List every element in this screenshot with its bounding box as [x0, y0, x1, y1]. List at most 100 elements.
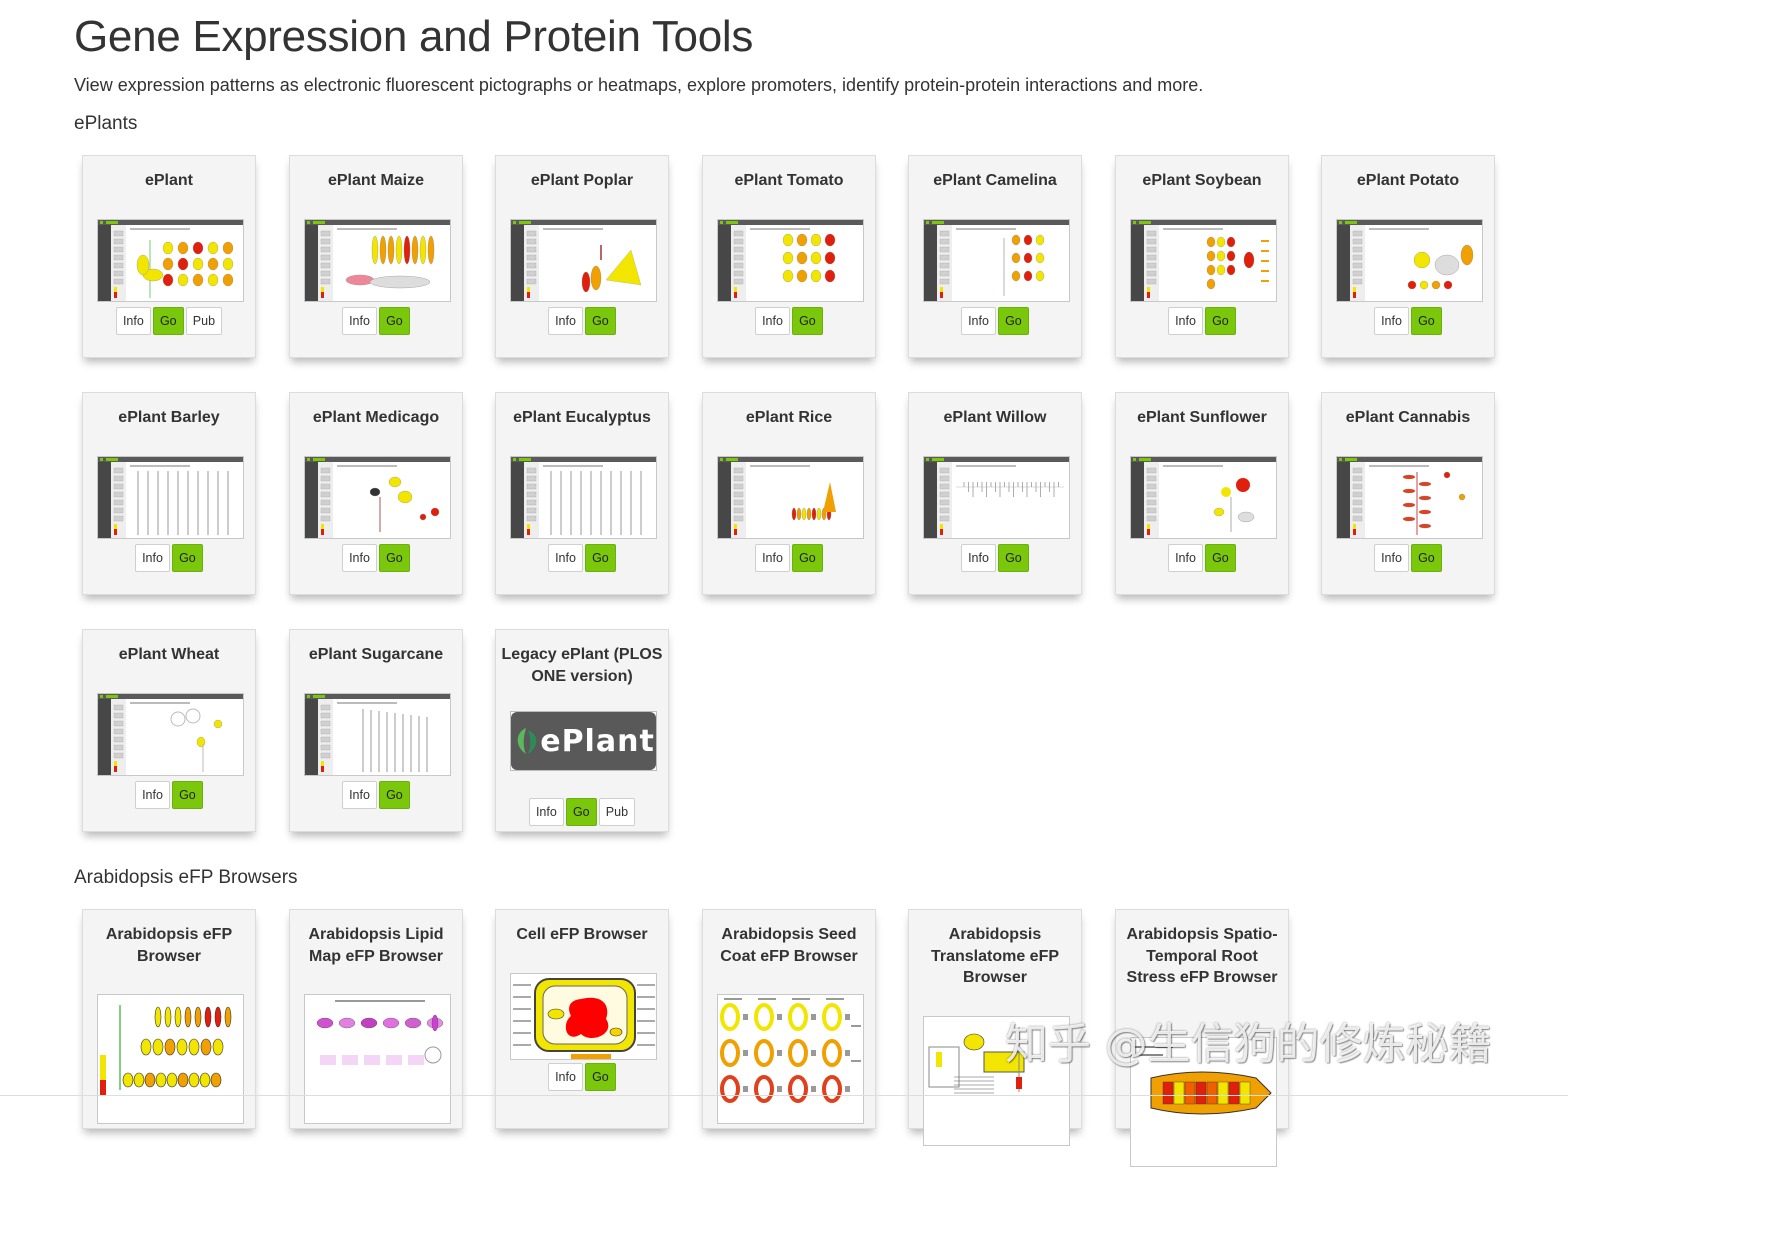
tool-card-title: Arabidopsis eFP Browser [105, 926, 233, 965]
tool-card: ePlant Cannabis Info Go [1321, 392, 1495, 595]
pub-button[interactable]: Pub [185, 307, 223, 335]
tool-card-buttons: Info Go [909, 544, 1081, 572]
go-button[interactable]: Go [1410, 307, 1442, 335]
go-button[interactable]: Go [171, 781, 203, 809]
tool-card: ePlant Willow Info Go [908, 392, 1082, 595]
tool-card: ePlant Barley Info Go [82, 392, 256, 595]
eplant-screenshot-thumbnail[interactable] [717, 456, 864, 539]
tool-card-buttons: Info Go [703, 307, 875, 335]
tool-card-buttons: Info Go [1116, 544, 1288, 572]
tool-card-buttons: Info Go Pub [496, 798, 668, 826]
eplant-screenshot-thumbnail[interactable] [923, 456, 1070, 539]
info-button[interactable]: Info [342, 544, 377, 572]
efp-root-thumbnail[interactable] [1130, 1037, 1277, 1167]
section-heading: ePlants [74, 113, 138, 134]
tool-card: ePlant Maize Info Go [289, 155, 463, 358]
eplant-screenshot-thumbnail[interactable] [97, 456, 244, 539]
eplant-screenshot-thumbnail[interactable] [510, 219, 657, 302]
eplant-screenshot-thumbnail[interactable] [1130, 219, 1277, 302]
eplant-screenshot-thumbnail[interactable] [923, 219, 1070, 302]
eplant-screenshot-thumbnail[interactable] [304, 219, 451, 302]
efp-lipid-thumbnail[interactable] [304, 994, 451, 1124]
eplant-screenshot-thumbnail[interactable] [1336, 219, 1483, 302]
tool-card-title: Arabidopsis Spatio-Temporal Root Stress … [1126, 926, 1278, 986]
info-button[interactable]: Info [342, 781, 377, 809]
eplant-screenshot-thumbnail[interactable] [510, 456, 657, 539]
tool-card: ePlant Soybean Info Go [1115, 155, 1289, 358]
tool-card-buttons: Info Go [290, 544, 462, 572]
eplant-screenshot-thumbnail[interactable] [97, 693, 244, 776]
eplant-screenshot-thumbnail[interactable] [717, 219, 864, 302]
go-button[interactable]: Go [1204, 544, 1236, 572]
info-button[interactable]: Info [135, 544, 170, 572]
info-button[interactable]: Info [342, 307, 377, 335]
eplant-screenshot-thumbnail[interactable] [97, 219, 244, 302]
efp-arabidopsis-thumbnail[interactable] [97, 994, 244, 1124]
tool-card-title: ePlant Poplar [530, 172, 634, 189]
eplant-screenshot-thumbnail[interactable] [1336, 456, 1483, 539]
go-button[interactable]: Go [171, 544, 203, 572]
tool-card-title: Cell eFP Browser [516, 926, 648, 943]
info-button[interactable]: Info [528, 798, 564, 826]
info-button[interactable]: Info [755, 544, 790, 572]
tool-card-buttons: Info Go [703, 544, 875, 572]
go-button[interactable]: Go [791, 307, 823, 335]
tool-card: ePlant Camelina Info Go [908, 155, 1082, 358]
tool-card: ePlant Tomato Info Go [702, 155, 876, 358]
info-button[interactable]: Info [548, 1063, 583, 1091]
go-button[interactable]: Go [791, 544, 823, 572]
tool-card-buttons: Info Go [1322, 544, 1494, 572]
tool-card-title: ePlant Willow [943, 409, 1047, 426]
go-button[interactable]: Go [378, 544, 410, 572]
go-button[interactable]: Go [584, 307, 616, 335]
tool-card: Arabidopsis Spatio-Temporal Root Stress … [1115, 909, 1289, 1167]
info-button[interactable]: Info [1168, 544, 1203, 572]
tool-card-buttons: Info Go [83, 544, 255, 572]
info-button[interactable]: Info [1374, 544, 1409, 572]
tool-card-title: ePlant Eucalyptus [513, 409, 651, 426]
tool-card-buttons: Info Go [496, 544, 668, 572]
tool-card: Arabidopsis Translatome eFP Browser [908, 909, 1082, 1146]
tool-card-title: ePlant Medicago [312, 409, 440, 426]
go-button[interactable]: Go [997, 544, 1029, 572]
info-button[interactable]: Info [755, 307, 790, 335]
tool-card-title: ePlant Maize [327, 172, 425, 189]
tool-card-title: ePlant [144, 172, 193, 189]
info-button[interactable]: Info [548, 544, 583, 572]
go-button[interactable]: Go [378, 307, 410, 335]
go-button[interactable]: Go [1204, 307, 1236, 335]
go-button[interactable]: Go [584, 1063, 616, 1091]
go-button[interactable]: Go [378, 781, 410, 809]
go-button[interactable]: Go [584, 544, 616, 572]
go-button[interactable]: Go [1410, 544, 1442, 572]
tool-card: Arabidopsis eFP Browser [82, 909, 256, 1129]
go-button[interactable]: Go [565, 798, 597, 826]
eplant-screenshot-thumbnail[interactable] [1130, 456, 1277, 539]
tool-card-title: ePlant Wheat [118, 646, 220, 663]
eplant-screenshot-thumbnail[interactable] [304, 693, 451, 776]
info-button[interactable]: Info [961, 544, 996, 572]
go-button[interactable]: Go [997, 307, 1029, 335]
pub-button[interactable]: Pub [598, 798, 636, 826]
info-button[interactable]: Info [1374, 307, 1409, 335]
efp-cell-thumbnail[interactable] [510, 973, 657, 1060]
info-button[interactable]: Info [1168, 307, 1203, 335]
info-button[interactable]: Info [135, 781, 170, 809]
go-button[interactable]: Go [152, 307, 184, 335]
tool-card: ePlant Rice Info Go [702, 392, 876, 595]
tool-card-buttons: Info Go [290, 307, 462, 335]
efp-seedcoat-thumbnail[interactable] [717, 994, 864, 1124]
info-button[interactable]: Info [548, 307, 583, 335]
tool-card: ePlant Sunflower Info Go [1115, 392, 1289, 595]
page-subtitle: View expression patterns as electronic f… [74, 75, 1204, 95]
eplant-screenshot-thumbnail[interactable] [304, 456, 451, 539]
info-button[interactable]: Info [961, 307, 996, 335]
efp-translatome-thumbnail[interactable] [923, 1016, 1070, 1146]
tool-card-buttons: Info Go [83, 781, 255, 809]
info-button[interactable]: Info [115, 307, 151, 335]
eplant-logo-thumbnail[interactable]: ePlant [510, 711, 657, 771]
tool-card: ePlant Medicago Info Go [289, 392, 463, 595]
tool-card: ePlant Potato Info Go [1321, 155, 1495, 358]
tool-card: Cell eFP Browser Info Go [495, 909, 669, 1129]
eplant-logo-text: ePlant [540, 723, 655, 759]
